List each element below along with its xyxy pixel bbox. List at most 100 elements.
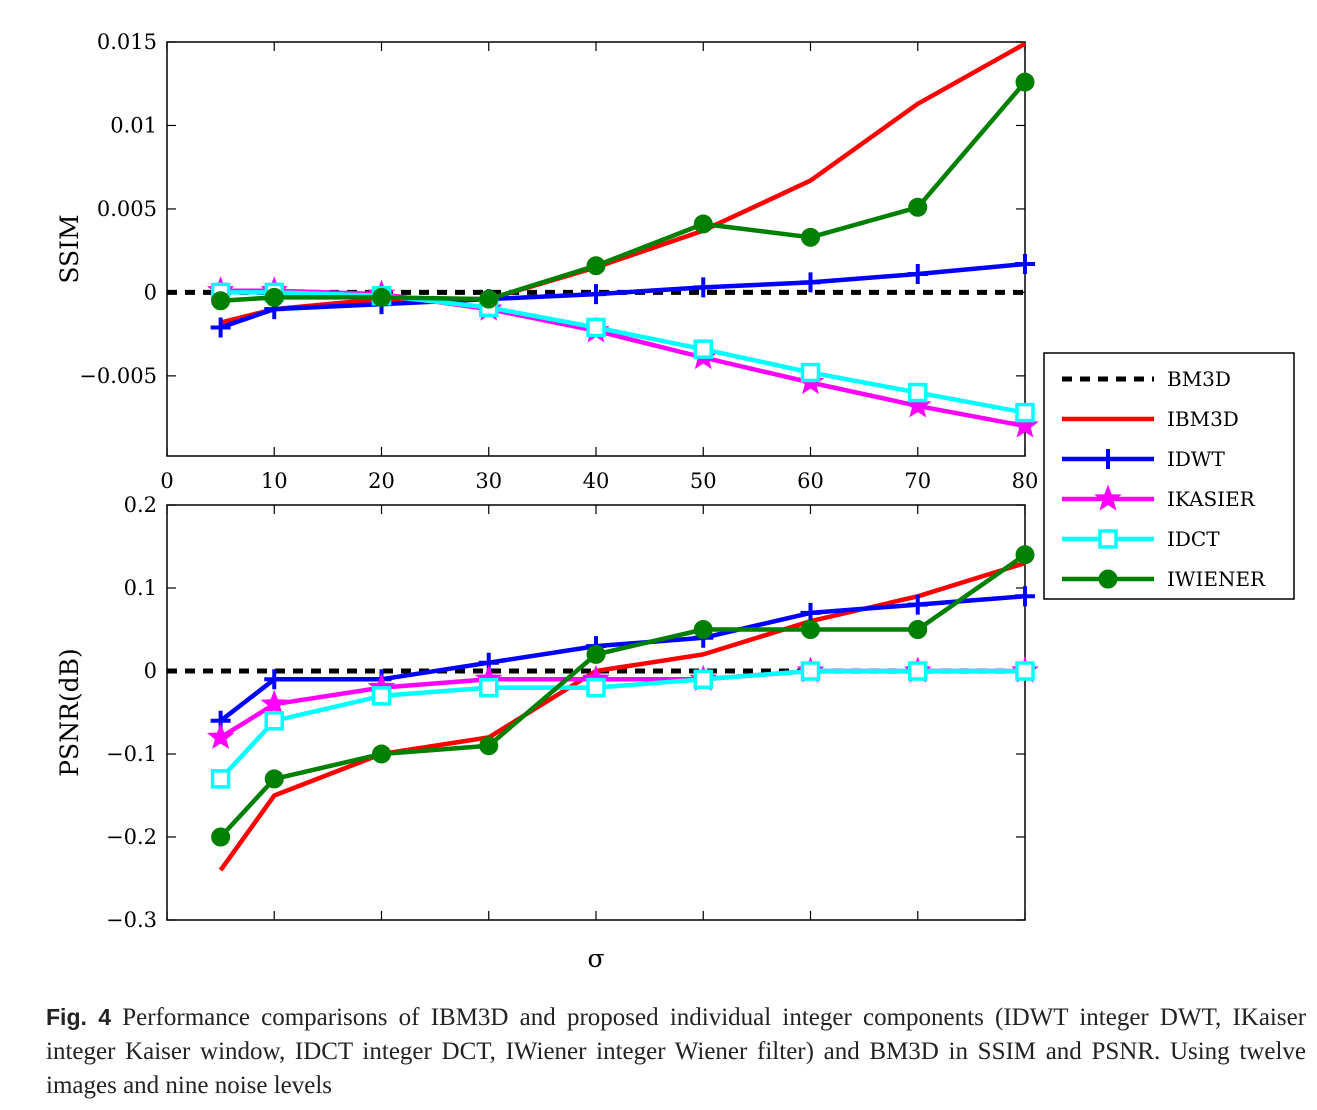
bottom-point-iwiener xyxy=(801,620,820,639)
top-xtick-label: 50 xyxy=(690,469,717,493)
bottom-point-idct xyxy=(908,661,928,681)
top-xtick-label: 60 xyxy=(797,469,824,493)
top-series-idwt xyxy=(210,254,1035,338)
bottom-point-idct xyxy=(210,769,231,789)
top-xtick-label: 20 xyxy=(368,469,395,493)
bottom-point-iwiener xyxy=(693,620,713,639)
bottom-point-iwiener xyxy=(264,769,284,789)
top-point-idct xyxy=(908,382,928,403)
bottom-point-idct xyxy=(264,711,284,731)
legend-marker-ikasier xyxy=(1094,484,1122,511)
legend-box xyxy=(1043,352,1295,600)
top-ytick-label: 0.015 xyxy=(97,30,157,54)
bottom-point-iwiener xyxy=(586,644,606,664)
caption-text: Performance comparisons of IBM3D and pro… xyxy=(46,1004,1307,1099)
bottom-line-ibm3d xyxy=(218,560,1026,872)
bottom-line-idwt xyxy=(219,594,1026,723)
bottom-point-iwiener xyxy=(211,827,231,847)
bottom-series-iwiener xyxy=(211,545,1035,847)
bottom-x-axis-title: σ xyxy=(587,944,604,973)
bottom-series-ibm3d xyxy=(218,560,1026,872)
legend-label-bm3d: BM3D xyxy=(1167,367,1231,391)
bottom-ytick-label: −0.2 xyxy=(106,825,157,849)
top-point-iwiener xyxy=(1015,72,1035,92)
top-series-ibm3d xyxy=(220,41,1027,325)
top-xtick-label: 30 xyxy=(475,469,502,493)
ssim-panel: 0.015 0.01 0.005 0 −0.005 0 10 20 30 40 50 60 70 80 SS… xyxy=(55,30,1039,493)
top-point-idwt xyxy=(693,277,714,298)
bottom-point-idwt xyxy=(264,669,285,690)
bottom-point-idwt xyxy=(800,602,821,623)
caption-label: Fig. 4 xyxy=(46,1004,112,1030)
top-point-iwiener xyxy=(908,197,928,217)
top-ytick-label: 0.01 xyxy=(110,113,157,137)
top-point-iwiener xyxy=(372,287,391,307)
bottom-point-idwt xyxy=(1015,586,1035,607)
top-point-iwiener xyxy=(693,214,713,234)
top-line-ikasier xyxy=(220,288,1026,429)
top-point-idct xyxy=(693,339,713,359)
bottom-ytick-label: −0.1 xyxy=(106,742,157,766)
legend-marker-idct xyxy=(1098,529,1118,549)
legend-entry-idct: IDCT xyxy=(1062,527,1220,551)
bottom-ytick-label: 0 xyxy=(144,659,157,683)
bottom-point-idct xyxy=(693,669,713,690)
top-point-iwiener xyxy=(479,289,499,309)
psnr-panel: 0.2 0.1 0 −0.1 −0.2 −0.3 PSNR(dB) σ xyxy=(55,493,1039,973)
legend-entry-idwt: IDWT xyxy=(1062,447,1225,471)
bottom-y-axis-title: PSNR(dB) xyxy=(55,648,84,777)
bottom-point-idct xyxy=(1015,661,1035,681)
bottom-point-iwiener xyxy=(908,620,928,639)
bottom-ytick-label: 0.1 xyxy=(124,576,157,600)
bottom-ytick-label: −0.3 xyxy=(106,908,157,932)
figure-caption: Fig. 4 Performance comparisons of IBM3D … xyxy=(46,1000,1306,1103)
bottom-point-ikasier xyxy=(260,689,288,716)
bottom-plot-frame xyxy=(166,504,1026,921)
top-y-axis-title: SSIM xyxy=(55,214,84,283)
legend: BM3D IBM3D IDWT IKASIER IDCT IWIENER xyxy=(1043,352,1295,600)
legend-entry-iwiener: IWIENER xyxy=(1062,567,1266,591)
bottom-point-ikasier xyxy=(206,722,235,750)
top-point-iwiener xyxy=(264,287,284,307)
bottom-point-iwiener xyxy=(479,736,499,756)
bottom-point-idct xyxy=(800,661,821,681)
figure-chart: 0.015 0.01 0.005 0 −0.005 0 10 20 30 40 50 60 70 80 SS… xyxy=(55,30,1295,973)
top-xtick-label: 70 xyxy=(904,469,931,493)
bottom-ytick-label: 0.2 xyxy=(124,493,157,517)
top-point-idwt xyxy=(586,284,606,305)
top-ytick-label: 0.005 xyxy=(97,197,157,221)
top-xtick-label: 0 xyxy=(160,469,173,493)
top-line-idct xyxy=(220,290,1026,415)
top-xtick-label: 40 xyxy=(583,469,610,493)
top-point-idwt xyxy=(1015,254,1035,275)
legend-entry-bm3d: BM3D xyxy=(1062,367,1231,391)
top-point-iwiener xyxy=(801,227,820,247)
top-line-ibm3d xyxy=(220,41,1027,325)
bottom-point-iwiener xyxy=(1015,545,1035,565)
top-point-idwt xyxy=(210,317,231,338)
top-plot-frame xyxy=(166,41,1026,457)
legend-entry-ikasier: IKASIER xyxy=(1062,484,1256,511)
legend-label-ikasier: IKASIER xyxy=(1167,487,1256,511)
top-point-idwt xyxy=(907,264,928,285)
top-ytick-label: 0 xyxy=(144,280,157,304)
bottom-point-idct xyxy=(586,677,606,698)
top-xtick-label: 80 xyxy=(1012,469,1039,493)
bottom-point-idct xyxy=(371,686,392,706)
legend-label-iwiener: IWIENER xyxy=(1167,567,1266,591)
legend-marker-idwt xyxy=(1098,449,1118,469)
legend-label-idwt: IDWT xyxy=(1167,447,1225,471)
top-point-idwt xyxy=(800,272,821,293)
top-point-idct xyxy=(586,317,606,338)
legend-label-ibm3d: IBM3D xyxy=(1167,407,1239,431)
top-ytick-label: −0.005 xyxy=(79,364,157,388)
top-point-idct xyxy=(800,362,821,383)
legend-entry-ibm3d: IBM3D xyxy=(1062,407,1239,431)
top-xtick-label: 10 xyxy=(261,469,288,493)
top-series-iwiener xyxy=(211,72,1035,311)
bottom-point-idwt xyxy=(907,594,928,615)
top-point-iwiener xyxy=(586,256,606,276)
bottom-point-iwiener xyxy=(372,744,391,764)
legend-label-idct: IDCT xyxy=(1167,527,1220,551)
top-point-iwiener xyxy=(211,291,231,311)
